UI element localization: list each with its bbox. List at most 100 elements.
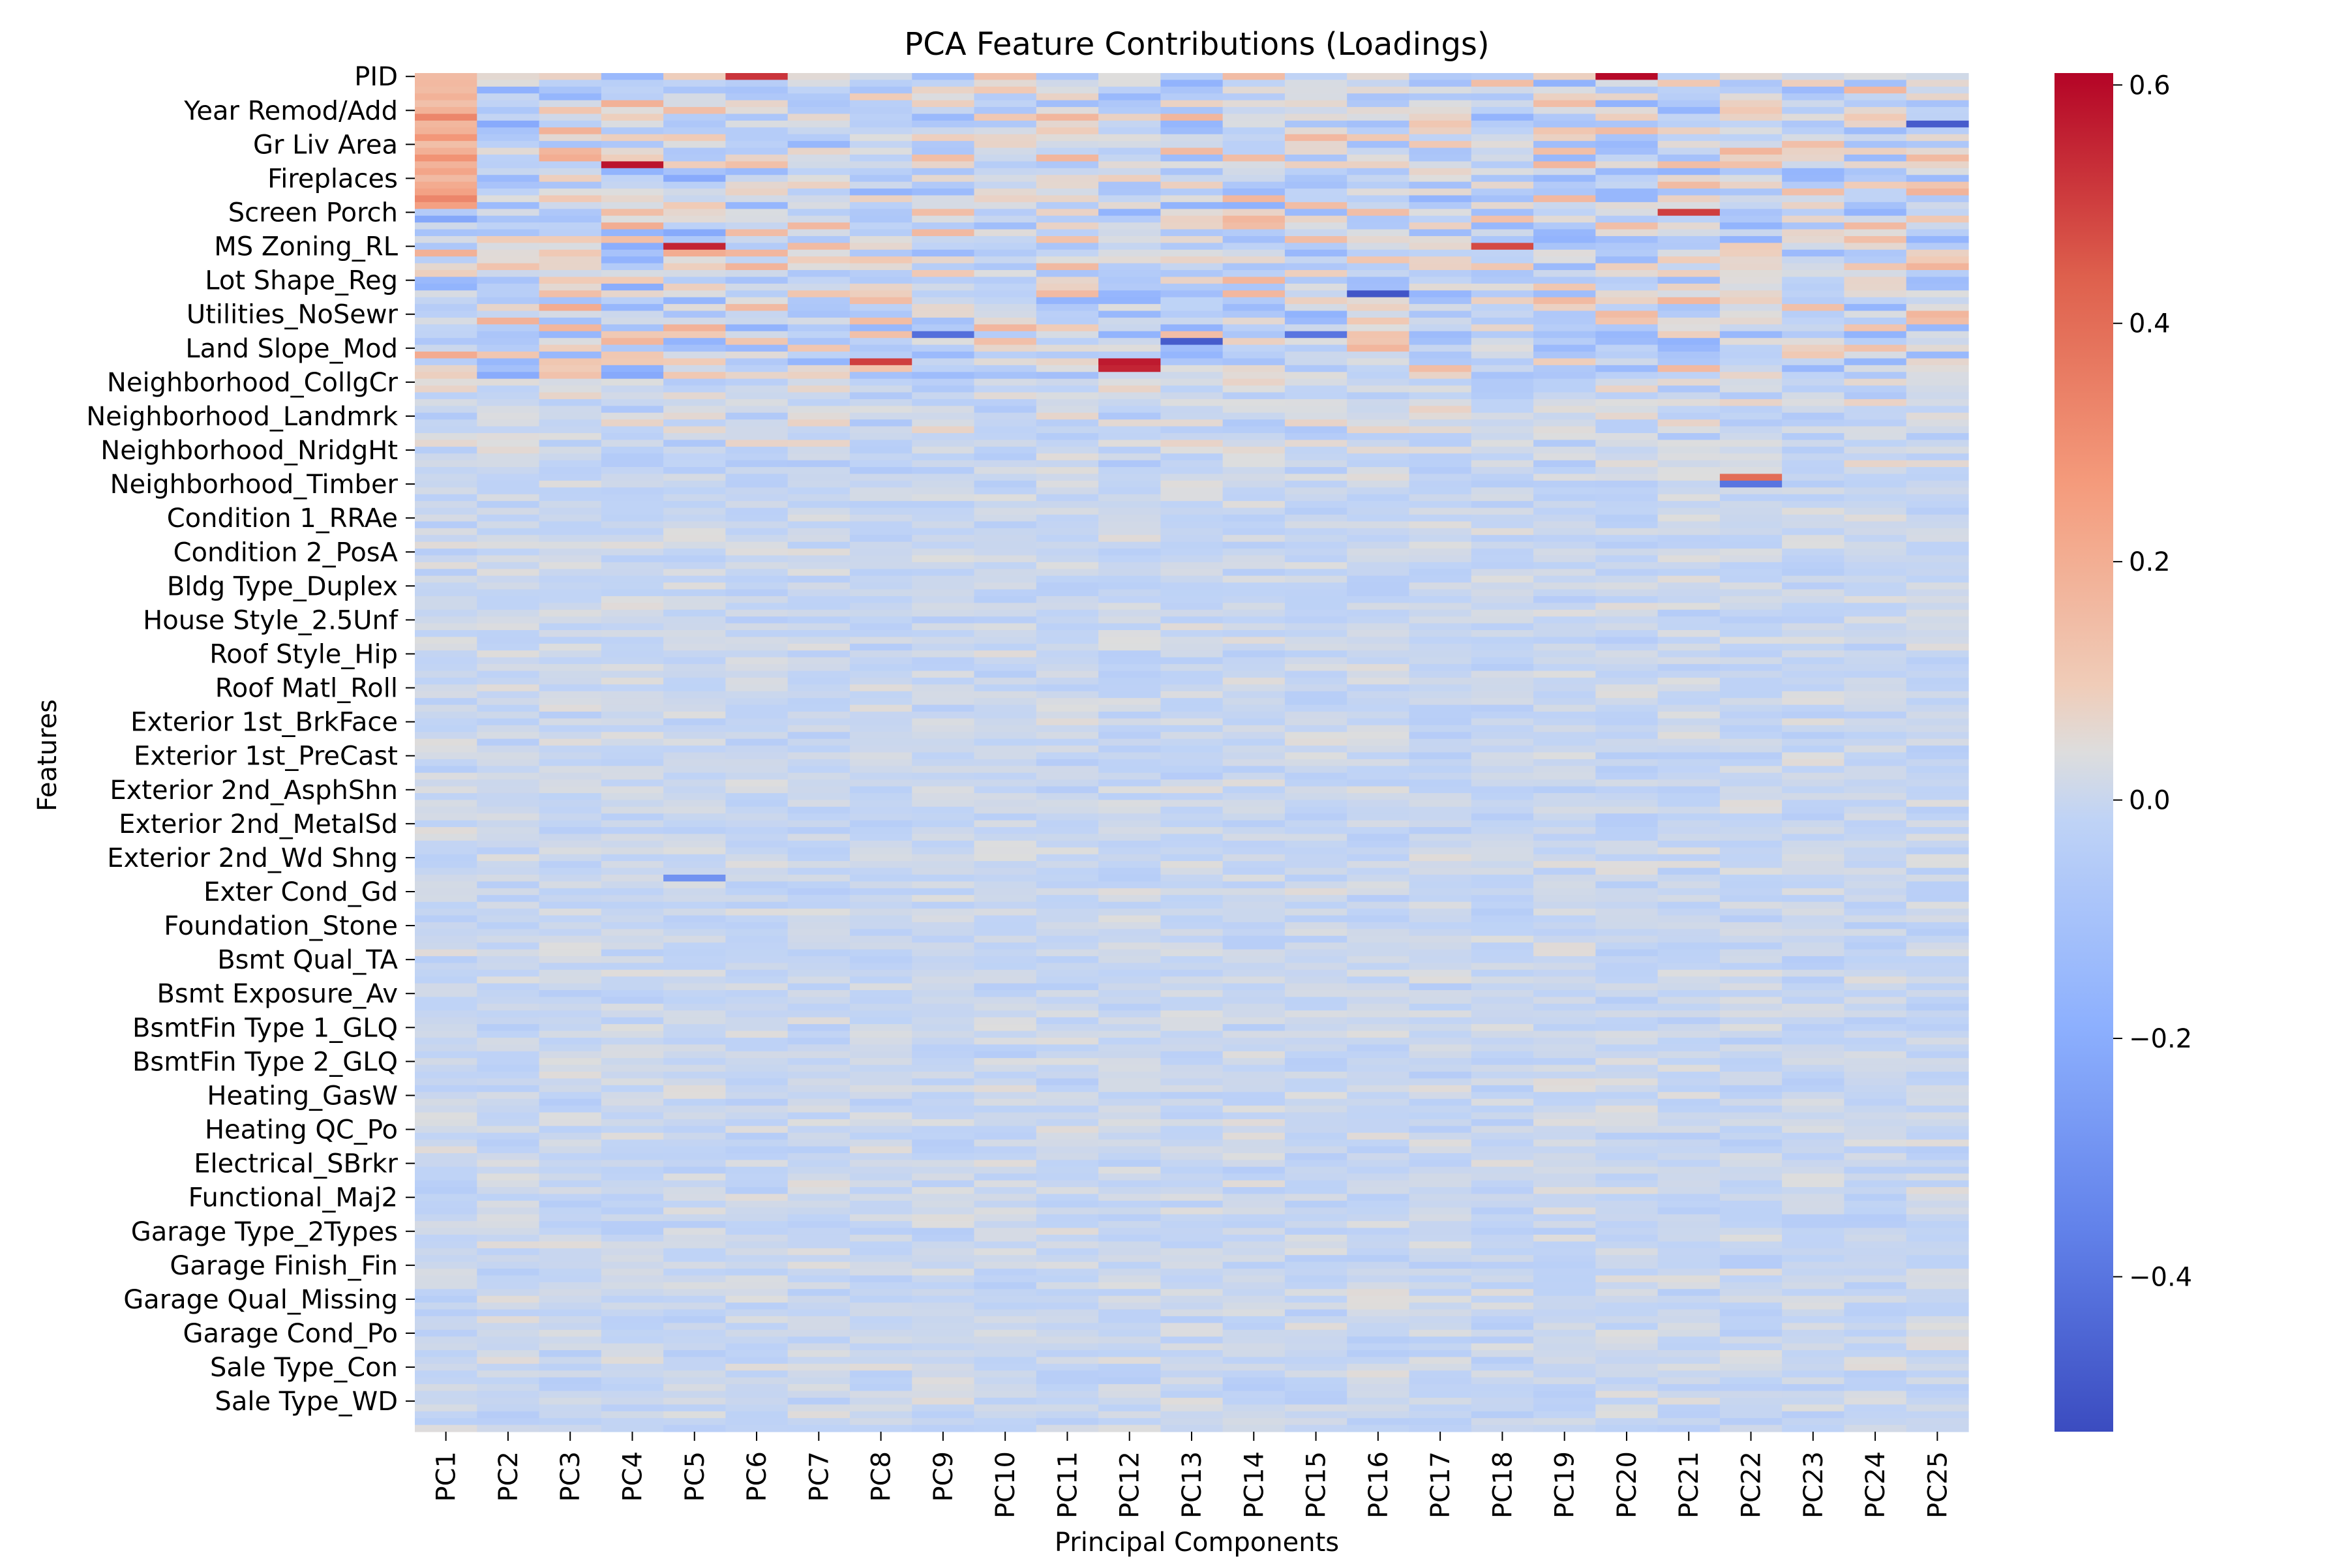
heatmap-cell (849, 630, 912, 638)
heatmap-cell (1782, 1194, 1845, 1201)
heatmap-cell (1844, 813, 1907, 821)
heatmap-cell (539, 956, 602, 963)
heatmap-cell (1844, 1269, 1907, 1276)
heatmap-cell (1595, 847, 1659, 855)
heatmap-cell (477, 1269, 540, 1276)
heatmap-cell (1657, 1255, 1721, 1263)
heatmap-cell (1533, 1323, 1596, 1331)
heatmap-cell (787, 1194, 850, 1201)
heatmap-cell (539, 161, 602, 169)
heatmap-cell (1533, 93, 1596, 101)
heatmap-cell (1533, 528, 1596, 535)
heatmap-cell (1906, 834, 1969, 841)
heatmap-cell (1595, 1370, 1659, 1378)
heatmap-cell (1409, 270, 1472, 278)
heatmap-cell (1657, 990, 1721, 998)
heatmap-cell (539, 935, 602, 943)
heatmap-cell (415, 1248, 477, 1256)
heatmap-cell (539, 1132, 602, 1140)
heatmap-cell (1657, 372, 1721, 380)
heatmap-cell (1347, 582, 1410, 590)
heatmap-cell (601, 1411, 664, 1419)
heatmap-cell (1036, 290, 1099, 298)
heatmap-cell (1036, 1343, 1099, 1351)
heatmap-cell (1657, 1058, 1721, 1066)
heatmap-cell (1222, 881, 1286, 889)
heatmap-cell (1284, 684, 1347, 692)
heatmap-cell (974, 990, 1037, 998)
heatmap-cell (1844, 1255, 1907, 1263)
heatmap-cell (1595, 901, 1659, 909)
heatmap-cell (415, 310, 477, 318)
heatmap-cell (1098, 549, 1161, 556)
heatmap-cell (1844, 935, 1907, 943)
heatmap-cell (1222, 813, 1286, 821)
heatmap-cell (1036, 1214, 1099, 1222)
heatmap-cell (1347, 1411, 1410, 1419)
heatmap-cell (725, 712, 789, 719)
heatmap-cell (1719, 746, 1783, 753)
heatmap-cell (849, 888, 912, 896)
heatmap-cell (974, 73, 1037, 81)
heatmap-cell (1471, 453, 1534, 461)
heatmap-cell (1595, 446, 1659, 454)
heatmap-cell (974, 229, 1037, 237)
heatmap-cell (725, 263, 789, 271)
heatmap-cell (1657, 861, 1721, 869)
heatmap-cell (974, 698, 1037, 706)
heatmap-cell (1098, 698, 1161, 706)
heatmap-cell (1533, 324, 1596, 332)
heatmap-cell (477, 732, 540, 740)
heatmap-cell (1098, 1024, 1161, 1032)
heatmap-cell (1906, 671, 1969, 678)
heatmap-cell (1471, 983, 1534, 991)
heatmap-cell (1719, 467, 1783, 475)
heatmap-cell (1347, 1139, 1410, 1147)
heatmap-cell (1222, 1303, 1286, 1310)
heatmap-cell (912, 141, 975, 149)
heatmap-cell (1906, 806, 1969, 814)
heatmap-cell (1222, 562, 1286, 569)
heatmap-cell (974, 738, 1037, 746)
heatmap-cell (1595, 1044, 1659, 1052)
heatmap-cell (1347, 161, 1410, 169)
heatmap-cell (725, 1357, 789, 1364)
heatmap-cell (415, 1139, 477, 1147)
heatmap-cell (601, 283, 664, 291)
heatmap-cell (912, 1323, 975, 1331)
heatmap-cell (1222, 535, 1286, 543)
heatmap-cell (787, 969, 850, 977)
heatmap-cell (477, 181, 540, 189)
heatmap-cell (601, 983, 664, 991)
heatmap-cell (539, 1241, 602, 1249)
heatmap-cell (725, 854, 789, 862)
heatmap-cell (539, 1119, 602, 1126)
heatmap-cell (1160, 1234, 1224, 1242)
heatmap-cell (1098, 949, 1161, 957)
heatmap-cell (539, 582, 602, 590)
heatmap-cell (601, 575, 664, 583)
heatmap-cell (477, 1180, 540, 1188)
heatmap-cell (1906, 127, 1969, 135)
heatmap-cell (1533, 847, 1596, 855)
heatmap-cell (601, 73, 664, 81)
heatmap-cell (787, 406, 850, 414)
heatmap-cell (1284, 861, 1347, 869)
heatmap-cell (1657, 338, 1721, 346)
heatmap-cell (1098, 888, 1161, 896)
heatmap-cell (1595, 1261, 1659, 1269)
heatmap-cell (912, 677, 975, 685)
heatmap-cell (1222, 1126, 1286, 1134)
heatmap-cell (1036, 861, 1099, 869)
heatmap-cell (1906, 113, 1969, 121)
heatmap-cell (1036, 419, 1099, 427)
heatmap-cell (1719, 297, 1783, 305)
heatmap-cell (1719, 1078, 1783, 1086)
heatmap-cell (663, 1343, 726, 1351)
heatmap-cell (1844, 1058, 1907, 1066)
heatmap-cell (1719, 365, 1783, 372)
heatmap-cell (601, 514, 664, 522)
heatmap-cell (1471, 1261, 1534, 1269)
heatmap-cell (663, 1044, 726, 1052)
heatmap-cell (1782, 1037, 1845, 1045)
